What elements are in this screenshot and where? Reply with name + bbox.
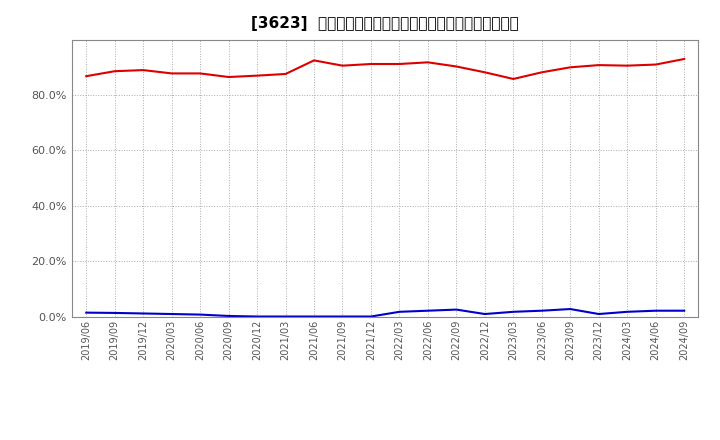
現須金 <box>509 76 518 81</box>
有利子負債 <box>395 309 404 315</box>
現須金 <box>110 69 119 74</box>
現須金 <box>139 67 148 73</box>
有利子負債 <box>480 312 489 317</box>
Line: 現須金: 現須金 <box>86 59 684 79</box>
現須金 <box>566 65 575 70</box>
現須金 <box>253 73 261 78</box>
現須金 <box>480 70 489 75</box>
有利子負債 <box>338 314 347 319</box>
現須金 <box>423 60 432 65</box>
有利子負債 <box>623 309 631 315</box>
有利子負債 <box>452 307 461 312</box>
有利子負債 <box>225 313 233 319</box>
現須金 <box>196 71 204 76</box>
有利子負債 <box>566 306 575 312</box>
有利子負債 <box>282 314 290 319</box>
現須金 <box>595 62 603 68</box>
有利子負債 <box>366 314 375 319</box>
Line: 有利子負債: 有利子負債 <box>86 309 684 316</box>
現須金 <box>652 62 660 67</box>
現須金 <box>623 63 631 68</box>
有利子負債 <box>509 309 518 315</box>
有利子負債 <box>423 308 432 313</box>
有利子負債 <box>537 308 546 313</box>
有利子負債 <box>652 308 660 313</box>
現須金 <box>82 73 91 79</box>
現須金 <box>452 64 461 69</box>
有利子負債 <box>680 308 688 313</box>
Title: [3623]  現須金、有利子負債の総資産に対する比率の推移: [3623] 現須金、有利子負債の総資産に対する比率の推移 <box>251 16 519 32</box>
有利子負債 <box>167 312 176 317</box>
現須金 <box>680 56 688 62</box>
有利子負債 <box>82 310 91 315</box>
現須金 <box>225 74 233 80</box>
現須金 <box>310 58 318 63</box>
現須金 <box>338 63 347 68</box>
有利子負債 <box>110 310 119 315</box>
現須金 <box>395 61 404 66</box>
現須金 <box>537 70 546 75</box>
現須金 <box>282 71 290 77</box>
有利子負債 <box>196 312 204 317</box>
現須金 <box>167 71 176 76</box>
現須金 <box>366 61 375 66</box>
有利子負債 <box>310 314 318 319</box>
有利子負債 <box>139 311 148 316</box>
有利子負債 <box>595 312 603 317</box>
有利子負債 <box>253 314 261 319</box>
